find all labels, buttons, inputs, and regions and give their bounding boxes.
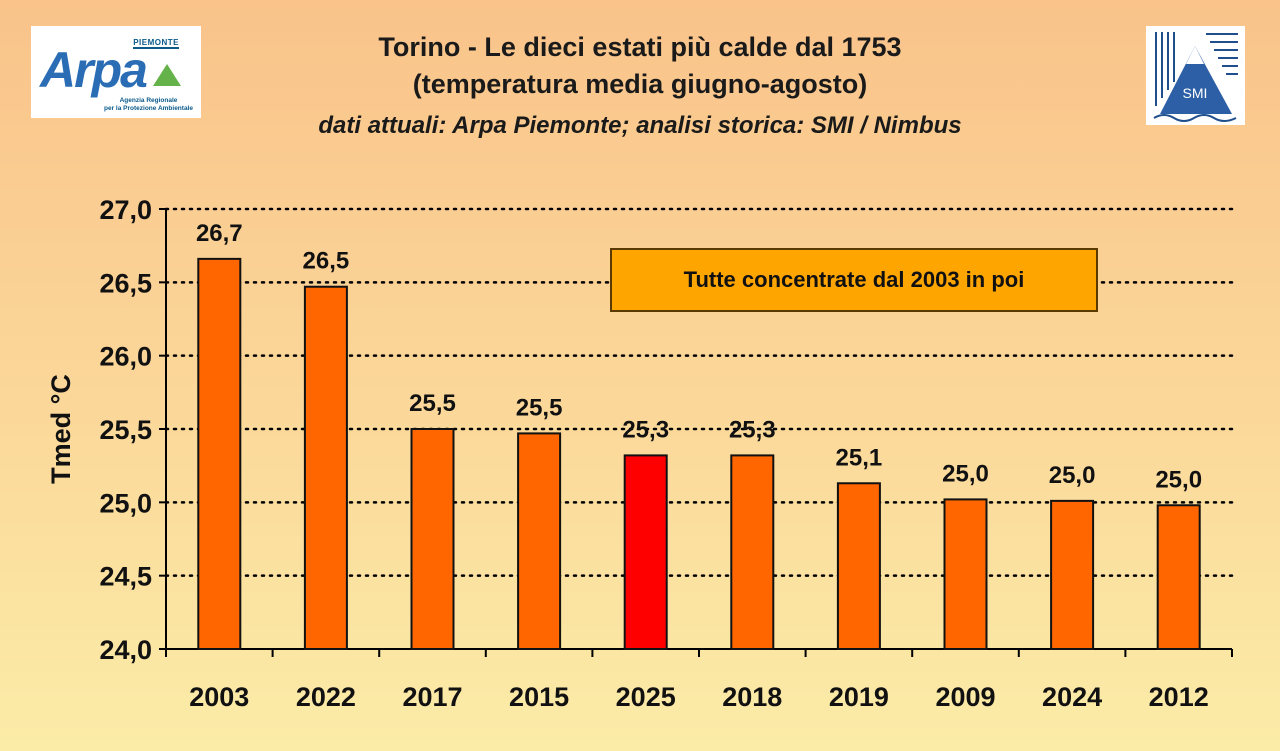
bar-2009 (943, 498, 988, 650)
arpa-logo: PIEMONTE Arpa Agenzia Regionale per la P… (31, 26, 201, 118)
y-axis-label: Tmed °C (46, 374, 76, 484)
data-label-2018: 25,3 (729, 416, 776, 443)
y-tick-label: 25,0 (99, 488, 152, 518)
bar-2022 (303, 285, 348, 650)
chart-subtitle: dati attuali: Arpa Piemonte; analisi sto… (318, 112, 962, 139)
y-tick-label: 26,5 (99, 268, 152, 298)
bar-2018 (730, 454, 775, 650)
x-tick-label-2009: 2009 (935, 682, 995, 712)
x-tick-label-2022: 2022 (296, 682, 356, 712)
y-tick-label: 24,0 (99, 635, 152, 665)
x-tick-label-2015: 2015 (509, 682, 569, 712)
data-label-2009: 25,0 (942, 460, 989, 487)
bar-2025 (623, 454, 668, 650)
y-tick-label: 26,0 (99, 342, 152, 372)
data-label-2015: 25,5 (516, 394, 563, 421)
x-tick-label-2017: 2017 (402, 682, 462, 712)
arpa-logo-word: Arpa (40, 42, 148, 98)
smi-logo-text: SMI (1183, 85, 1208, 101)
smi-mountain-icon: SMI (1153, 32, 1238, 122)
arpa-logo-subtitle: Agenzia Regionale per la Protezione Ambi… (104, 97, 193, 113)
y-tick-label: 27,0 (99, 195, 152, 225)
arpa-logo-triangle-icon (153, 64, 181, 86)
data-label-2022: 26,5 (303, 248, 350, 275)
arpa-logo-subtitle-line1: Agenzia Regionale (119, 97, 178, 104)
x-tick-label-2003: 2003 (189, 682, 249, 712)
chart-title-line2: (temperatura media giugno-agosto) (412, 69, 868, 99)
data-label-2012: 25,0 (1155, 466, 1202, 493)
callout-box: Tutte concentrate dal 2003 in poi (610, 248, 1098, 312)
data-label-2003: 26,7 (196, 220, 243, 247)
data-label-2019: 25,1 (836, 444, 883, 471)
chart-title: Torino - Le dieci estati più calde dal 1… (378, 32, 902, 62)
x-tick-label-2025: 2025 (616, 682, 676, 712)
bar-2017 (410, 428, 455, 650)
y-tick-label: 24,5 (99, 562, 152, 592)
bar-2012 (1156, 504, 1201, 650)
data-label-2024: 25,0 (1049, 462, 1096, 489)
arpa-logo-region: PIEMONTE (133, 38, 179, 49)
data-label-2025: 25,3 (622, 416, 669, 443)
arpa-logo-subtitle-line2: per la Protezione Ambientale (104, 105, 193, 112)
bar-2003 (197, 257, 242, 650)
smi-logo: SMI (1146, 26, 1245, 125)
bar-2015 (517, 432, 562, 650)
x-tick-label-2018: 2018 (722, 682, 782, 712)
bar-2019 (836, 482, 881, 650)
bar-2024 (1050, 499, 1095, 650)
y-tick-label: 25,5 (99, 415, 152, 445)
data-label-2017: 25,5 (409, 390, 456, 417)
x-tick-label-2012: 2012 (1149, 682, 1209, 712)
x-tick-label-2024: 2024 (1042, 682, 1102, 712)
x-tick-label-2019: 2019 (829, 682, 889, 712)
